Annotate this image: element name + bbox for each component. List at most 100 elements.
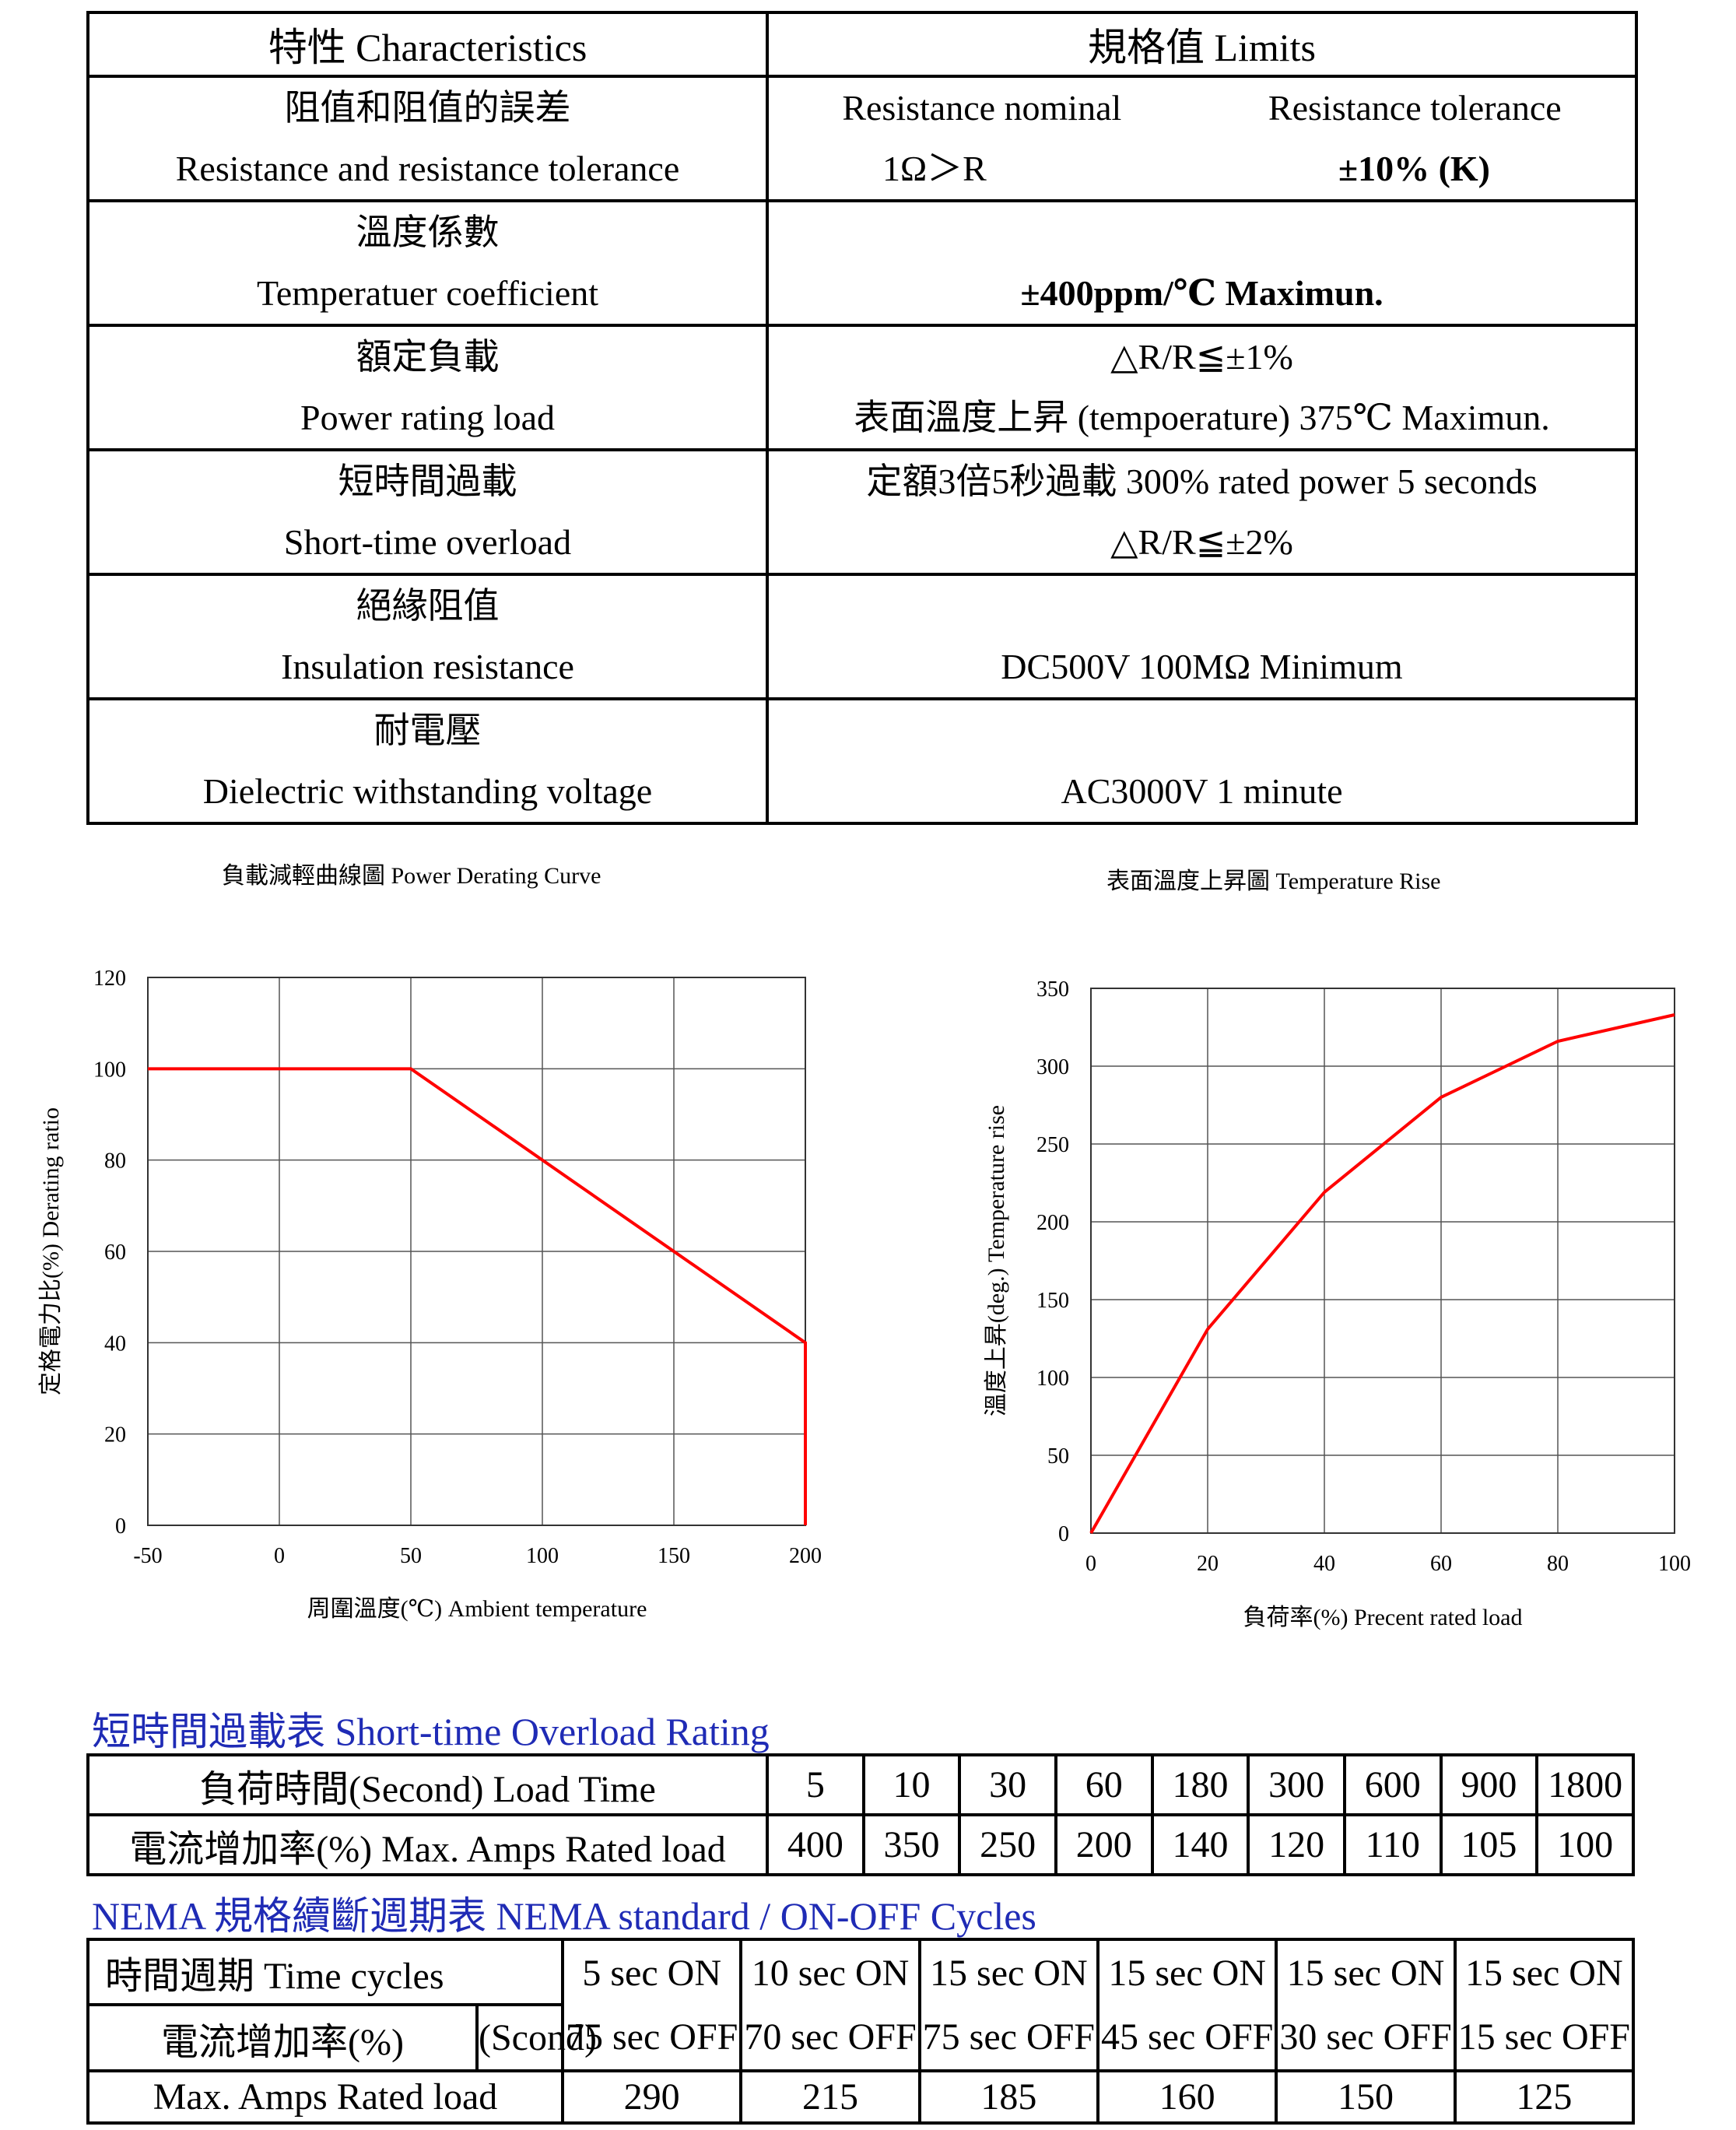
off-cycle-cell: 75 sec OFF	[917, 2005, 1100, 2072]
derating-chart-title: 負載減輕曲線圖 Power Derating Curve	[222, 863, 601, 889]
on-cycle-cell: 15 sec ON	[1453, 1937, 1636, 2005]
nema-value-cell: 215	[739, 2069, 921, 2125]
x-axis-label: 負荷率(%) Precent rated load	[1243, 1605, 1522, 1630]
off-cycle-cell: 75 sec OFF	[561, 2005, 743, 2072]
y-tick-label: 150	[1036, 1289, 1069, 1313]
rated-load-cell: 250	[958, 1813, 1057, 1876]
plot-frame	[147, 977, 806, 1526]
characteristic-name-en: Dielectric withstanding voltage	[202, 771, 653, 811]
spec-row: 阻值和阻值的誤差 Resistance and resistance toler…	[86, 75, 1638, 202]
characteristic-name-zh: 絕緣阻值	[356, 586, 500, 626]
y-axis-label: 定格電力比(%) Derating ratio	[38, 1107, 64, 1395]
rated-load-cell: 200	[1054, 1813, 1154, 1876]
x-axis-label: 周圍溫度(℃) Ambient temperature	[307, 1596, 647, 1622]
x-tick-label: 150	[658, 1544, 690, 1568]
load-time-row: 負荷時間(Second) Load Time 5 10 30 60 180 300 600 9…	[86, 1753, 1635, 1816]
y-tick-label: 50	[1047, 1444, 1069, 1469]
nema-value-cell: 185	[917, 2069, 1100, 2125]
characteristic-name-en: Short-time overload	[283, 522, 572, 562]
x-tick-label: 200	[789, 1544, 822, 1568]
rated-load-cell: 400	[766, 1813, 865, 1876]
load-time-cell: 900	[1439, 1753, 1539, 1816]
on-cycle-row: 時間週期 Time cycles 5 sec ON 10 sec ON 15 sec…	[86, 1937, 1636, 2005]
characteristic-name-en: Power rating load	[300, 398, 556, 437]
nema-value-cell: 290	[561, 2069, 743, 2125]
on-cycle-cell: 15 sec ON	[1096, 1937, 1278, 2005]
rated-load-cell: 105	[1439, 1813, 1539, 1876]
x-tick-label: 50	[400, 1544, 422, 1568]
rate-label: 電流增加率(%)	[86, 2003, 479, 2072]
y-tick-label: 40	[104, 1332, 126, 1356]
tolerance-value: ±10% (K)	[1338, 149, 1490, 188]
spec-row: 絕緣阻值 Insulation resistance DC500V 100MΩ …	[86, 573, 1638, 700]
spec-row: 短時間過載 Short-time overload 定額3倍5秒過載 300% …	[86, 448, 1638, 576]
plot-frame	[1090, 988, 1675, 1534]
on-cycle-cell: 5 sec ON	[561, 1937, 743, 2005]
x-tick-label: 20	[1197, 1552, 1219, 1576]
limit-line-2: AC3000V 1 minute	[1061, 771, 1343, 811]
series-line	[1089, 1013, 1675, 1534]
off-cycle-cell: 15 sec OFF	[1453, 2005, 1636, 2072]
characteristic-name-zh: 短時間過載	[338, 461, 517, 501]
spec-header-row: 特性 Characteristics 規格值 Limits	[86, 11, 1638, 78]
load-time-label: 負荷時間(Second) Load Time	[86, 1753, 769, 1816]
characteristic-name-zh: 阻值和阻值的誤差	[284, 88, 571, 128]
characteristic-name-en: Insulation resistance	[281, 647, 574, 686]
limit-line-1: 定額3倍5秒過載 300% rated power 5 seconds	[866, 461, 1538, 501]
x-tick-label: 0	[274, 1544, 285, 1568]
spec-table: 特性 Characteristics 規格值 Limits 阻值和阻值的誤差 R…	[86, 11, 1638, 825]
overload-table: 負荷時間(Second) Load Time 5 10 30 60 180 300 600 9…	[86, 1753, 1635, 1876]
nema-values-row: Max. Amps Rated load 290 215 185 160 150 125	[86, 2069, 1636, 2125]
scond-label: (Scond)	[475, 2003, 597, 2072]
y-tick-label: 100	[1036, 1367, 1069, 1391]
characteristic-name-zh: 耐電壓	[374, 711, 482, 750]
y-tick-label: 100	[93, 1058, 126, 1082]
limit-line-2: ±400ppm/℃ Maximun.	[1020, 273, 1384, 313]
y-tick-label: 250	[1036, 1133, 1069, 1157]
load-time-cell: 600	[1342, 1753, 1443, 1816]
rated-load-cell: 140	[1150, 1813, 1250, 1876]
rated-load-row: 電流增加率(%) Max. Amps Rated load 400 350 250 2…	[86, 1813, 1635, 1876]
limit-line-2: DC500V 100MΩ Minimum	[1001, 647, 1403, 686]
load-time-cell: 30	[958, 1753, 1057, 1816]
rated-load-cell: 110	[1342, 1813, 1443, 1876]
y-tick-label: 120	[93, 967, 126, 991]
y-tick-label: 60	[104, 1240, 126, 1265]
load-time-cell: 60	[1054, 1753, 1154, 1816]
x-tick-label: 40	[1313, 1552, 1335, 1576]
y-tick-label: 350	[1036, 977, 1069, 1002]
on-cycle-cell: 10 sec ON	[739, 1937, 921, 2005]
characteristic-name-en: Temperatuer coefficient	[256, 273, 599, 313]
y-tick-label: 300	[1036, 1055, 1069, 1079]
off-cycle-cell: 70 sec OFF	[739, 2005, 921, 2072]
limit-line-1: △R/R≦±1%	[1110, 337, 1293, 377]
y-tick-label: 0	[1058, 1522, 1069, 1546]
load-time-cell: 10	[861, 1753, 962, 1816]
nema-table: 時間週期 Time cycles 5 sec ON 10 sec ON 15 sec…	[86, 1937, 1636, 2125]
temperature-chart-title: 表面溫度上昇圖 Temperature Rise	[1106, 868, 1441, 894]
y-tick-label: 80	[104, 1149, 126, 1174]
nema-value-cell: 160	[1096, 2069, 1278, 2125]
rated-load-label: 電流增加率(%) Max. Amps Rated load	[86, 1813, 769, 1876]
nema-value-cell: 125	[1453, 2069, 1636, 2125]
load-time-cell: 180	[1150, 1753, 1250, 1816]
y-tick-label: 20	[104, 1423, 126, 1447]
characteristic-name-zh: 溫度係數	[356, 212, 500, 252]
x-tick-label: -50	[133, 1544, 162, 1568]
on-cycle-cell: 15 sec ON	[1275, 1937, 1457, 2005]
spec-row: 額定負載 Power rating load △R/R≦±1% 表面溫度上昇 (…	[86, 324, 1638, 451]
off-cycle-cell: 30 sec OFF	[1275, 2005, 1457, 2072]
rated-load-cell: 120	[1247, 1813, 1346, 1876]
rated-load-cell: 350	[861, 1813, 962, 1876]
x-tick-label: 0	[1085, 1552, 1096, 1576]
spec-row: 溫度係數 Temperatuer coefficient ±400ppm/℃ M…	[86, 199, 1638, 327]
y-tick-label: 200	[1036, 1211, 1069, 1235]
series-line	[148, 1067, 807, 1525]
rated-load-cell: 100	[1535, 1813, 1635, 1876]
limit-line-2: 表面溫度上昇 (tempoerature) 375℃ Maximun.	[854, 398, 1550, 437]
x-tick-label: 60	[1430, 1552, 1452, 1576]
time-cycles-label: 時間週期 Time cycles	[86, 1937, 565, 2005]
nema-value-cell: 150	[1275, 2069, 1457, 2125]
y-axis-label: 溫度上昇(deg.) Temperature rise	[984, 1105, 1009, 1416]
characteristic-name-en: Resistance and resistance tolerance	[175, 149, 680, 188]
